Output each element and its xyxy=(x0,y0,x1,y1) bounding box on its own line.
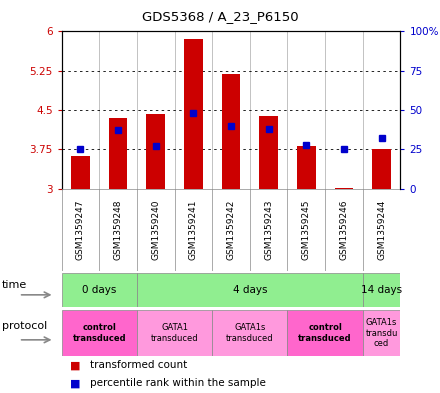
Bar xyxy=(297,146,316,189)
Bar xyxy=(212,310,287,356)
Bar xyxy=(137,310,212,356)
Text: 14 days: 14 days xyxy=(361,285,402,295)
Bar xyxy=(334,187,353,189)
Bar xyxy=(62,273,137,307)
Text: GSM1359246: GSM1359246 xyxy=(339,200,348,260)
Text: 4 days: 4 days xyxy=(233,285,267,295)
Bar xyxy=(71,156,90,189)
Bar xyxy=(363,310,400,356)
Text: ■: ■ xyxy=(70,378,81,388)
Bar xyxy=(184,39,203,189)
Text: control
transduced: control transduced xyxy=(73,323,126,343)
Text: GSM1359241: GSM1359241 xyxy=(189,200,198,260)
Bar xyxy=(137,273,363,307)
Bar xyxy=(109,118,128,189)
Text: GATA1
transduced: GATA1 transduced xyxy=(151,323,198,343)
Bar xyxy=(363,273,400,307)
Text: transformed count: transformed count xyxy=(90,360,187,371)
Text: GSM1359244: GSM1359244 xyxy=(377,200,386,260)
Bar xyxy=(62,310,137,356)
Text: GDS5368 / A_23_P6150: GDS5368 / A_23_P6150 xyxy=(142,10,298,23)
Bar xyxy=(222,74,240,189)
Bar xyxy=(147,114,165,189)
Text: GATA1s
transduced: GATA1s transduced xyxy=(226,323,274,343)
Text: GSM1359245: GSM1359245 xyxy=(302,200,311,260)
Text: GSM1359247: GSM1359247 xyxy=(76,200,85,260)
Text: time: time xyxy=(2,280,27,290)
Text: GSM1359240: GSM1359240 xyxy=(151,200,160,260)
Text: GSM1359243: GSM1359243 xyxy=(264,200,273,260)
Text: GSM1359248: GSM1359248 xyxy=(114,200,123,260)
Text: 0 days: 0 days xyxy=(82,285,117,295)
Text: percentile rank within the sample: percentile rank within the sample xyxy=(90,378,266,388)
Bar xyxy=(287,310,363,356)
Bar xyxy=(372,149,391,189)
Text: protocol: protocol xyxy=(2,321,48,331)
Text: control
transduced: control transduced xyxy=(298,323,352,343)
Text: GATA1s
transdu
ced: GATA1s transdu ced xyxy=(365,318,398,348)
Text: ■: ■ xyxy=(70,360,81,371)
Bar xyxy=(259,116,278,189)
Text: GSM1359242: GSM1359242 xyxy=(227,200,235,260)
